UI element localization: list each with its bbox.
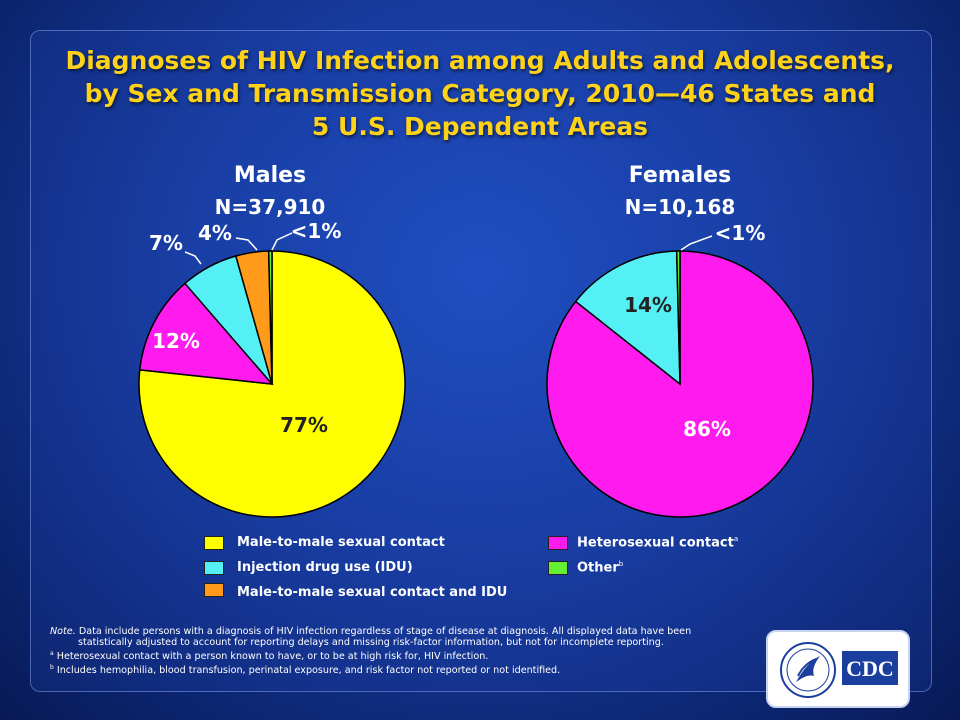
cdc-badge xyxy=(842,651,898,685)
leader-line xyxy=(184,251,202,265)
note-line-1: Note. Data include persons with a diagno… xyxy=(50,626,692,637)
title-line-2: by Sex and Transmission Category, 2010—4… xyxy=(84,79,876,108)
legend-label: Male-to-male sexual contact and IDU xyxy=(237,585,508,600)
page-title: Diagnoses of HIV Infection among Adults … xyxy=(40,44,920,143)
legend-swatch xyxy=(204,561,224,575)
leader-line xyxy=(235,237,258,251)
pie-females: Females N=10,168 86% 14% <1% xyxy=(546,163,814,518)
legend-label: Injection drug use (IDU) xyxy=(237,560,413,575)
leader-line xyxy=(680,235,713,251)
pie-slice xyxy=(574,250,681,386)
legend-label: Other xyxy=(577,560,619,576)
slice-label: 4% xyxy=(198,221,232,245)
title-line-3: 5 U.S. Dependent Areas xyxy=(311,112,649,141)
legend-footnote-mark: b xyxy=(618,560,624,568)
pie-subtitle: N=37,910 xyxy=(215,195,326,219)
hhs-eagle-icon xyxy=(780,642,836,698)
title-line-1: Diagnoses of HIV Infection among Adults … xyxy=(65,46,895,75)
pie-slice xyxy=(138,282,274,385)
footnote-b: b Includes hemophilia, blood transfusion… xyxy=(50,664,561,677)
slice-label: 12% xyxy=(152,329,200,353)
legend-swatch xyxy=(548,561,568,575)
footnote-a: a Heterosexual contact with a person kno… xyxy=(50,650,489,663)
slice-label: <1% xyxy=(715,221,766,245)
note-line-2: statistically adjusted to account for re… xyxy=(78,637,664,648)
note-prefix: Note. xyxy=(50,626,76,637)
leader-line xyxy=(271,232,293,251)
slice-label: 7% xyxy=(149,231,183,255)
legend-swatch xyxy=(204,583,224,597)
slice-label: 86% xyxy=(683,417,731,441)
legend-footnote-mark: a xyxy=(733,535,739,543)
legend-swatch xyxy=(548,536,568,550)
cdc-logo: CDC xyxy=(766,630,910,708)
footnotes: Note. Data include persons with a diagno… xyxy=(50,626,750,676)
pie-slice xyxy=(267,250,273,385)
pie-title: Females xyxy=(629,163,731,188)
slice-label: 77% xyxy=(280,413,328,437)
pie-title: Males xyxy=(234,163,306,188)
legend-swatch xyxy=(204,536,224,550)
pie-subtitle: N=10,168 xyxy=(625,195,736,219)
legend-label: Heterosexual contact xyxy=(577,535,734,551)
legend-label: Male-to-male sexual contact xyxy=(237,535,445,550)
slice-label: 14% xyxy=(624,293,672,317)
pie-males: Males N=37,910 77% 12% 7% 4% <1% xyxy=(138,163,406,518)
cdc-logo-text: CDC xyxy=(846,656,894,681)
pie-slice xyxy=(675,250,681,385)
slice-label: <1% xyxy=(291,219,342,243)
